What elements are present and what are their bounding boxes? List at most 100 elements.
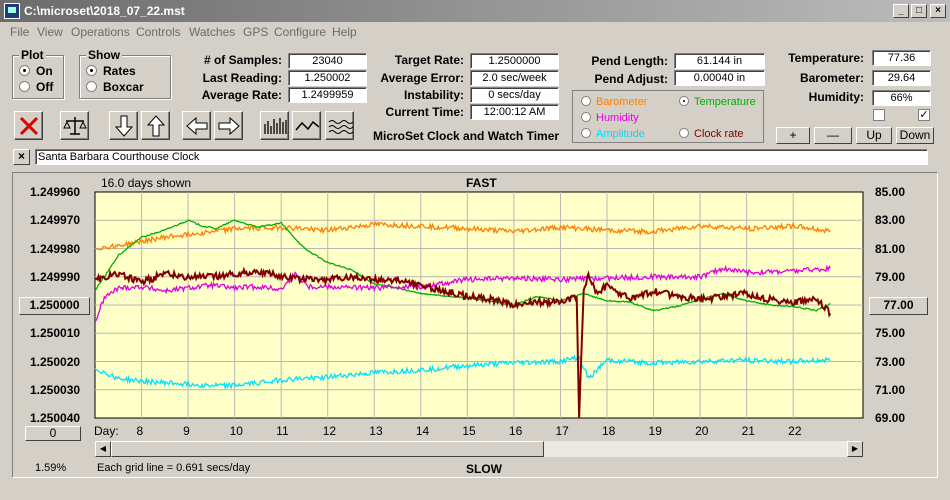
legend-amplitude[interactable]: Amplitude	[581, 128, 645, 140]
plot-on-radio[interactable]: On	[19, 64, 53, 78]
temperature-label: Temperature:	[788, 51, 864, 65]
pend-adjust-field[interactable]: 0.00040 in	[674, 70, 765, 86]
left-tick-label: 1.249990	[30, 269, 81, 284]
scroll-left-icon[interactable]: ◀	[95, 441, 111, 457]
right-tick-label: 85.00	[875, 185, 906, 199]
target-rate-field[interactable]: 1.2500000	[470, 53, 559, 69]
time-scrollbar[interactable]: ◀ ▶	[95, 441, 863, 457]
radio-empty-icon	[581, 112, 591, 122]
left-tick-label: 1.250030	[30, 382, 81, 397]
menu-gps[interactable]: GPS	[243, 25, 269, 39]
day-tick-label: 20	[695, 424, 709, 438]
current-time-label: Current Time:	[385, 105, 464, 119]
line-view-button[interactable]	[292, 111, 321, 140]
plus-button[interactable]: +	[776, 127, 810, 144]
stop-button[interactable]	[14, 111, 43, 140]
red-x-icon	[19, 116, 39, 136]
humidity-field: 66%	[872, 90, 931, 106]
left-tick-label: 1.250010	[30, 326, 81, 341]
menu-watches[interactable]: Watches	[189, 25, 236, 39]
bars-view-button[interactable]	[260, 111, 289, 140]
pend-length-label: Pend Length:	[591, 54, 668, 68]
day-tick-label: 17	[555, 424, 569, 438]
check-icon: ✓	[919, 109, 929, 121]
scroll-right-icon[interactable]: ▶	[847, 441, 863, 457]
radio-checked-icon	[679, 96, 689, 106]
series-line-amplitude	[94, 353, 831, 391]
legend-humidity[interactable]: Humidity	[581, 112, 639, 124]
legend-barometer[interactable]: Barometer	[581, 96, 647, 108]
right-tick-label: 69.00	[875, 411, 906, 425]
day-tick-label: 18	[602, 424, 616, 438]
radio-empty-icon	[86, 81, 97, 92]
current-time-field: 12:00:12 AM	[470, 104, 559, 120]
day-tick-label: 19	[648, 424, 662, 438]
app-icon[interactable]	[4, 3, 20, 19]
radio-empty-icon	[581, 128, 591, 138]
left-tick-label: 1.249980	[30, 241, 81, 256]
barometer-field: 29.64	[872, 70, 931, 86]
balance-button[interactable]	[60, 111, 89, 140]
left-checkbox[interactable]	[873, 109, 885, 121]
humidity-label: Humidity:	[808, 90, 864, 104]
offset-button[interactable]: 0	[25, 426, 81, 441]
menu-configure[interactable]: Configure	[274, 25, 327, 39]
minimize-button[interactable]: _	[893, 4, 909, 18]
days-shown-label: 16.0 days shown	[101, 176, 192, 190]
scroll-thumb[interactable]	[111, 441, 544, 457]
legend-temperature[interactable]: Temperature	[679, 96, 756, 108]
legend-clock-rate[interactable]: Clock rate	[679, 128, 744, 140]
maximize-button[interactable]: □	[911, 4, 927, 18]
instability-field: 0 secs/day	[470, 87, 559, 103]
watch-name-field[interactable]: Santa Barbara Courthouse Clock	[35, 149, 928, 165]
last-reading-label: Last Reading:	[202, 71, 282, 85]
day-tick-label: 13	[369, 424, 383, 438]
series-line-barometer	[94, 220, 831, 251]
show-boxcar-radio[interactable]: Boxcar	[86, 80, 144, 94]
wave-lines-icon	[328, 120, 354, 134]
right-checkbox[interactable]: ✓	[918, 109, 930, 121]
plot-group-label: Plot	[19, 48, 46, 62]
balance-scale-icon	[63, 117, 87, 135]
menu-operations[interactable]: Operations	[71, 25, 130, 39]
series-lines	[94, 219, 832, 419]
left-scale-button[interactable]: 1.250000	[19, 297, 90, 315]
left-tick-label: 1.250020	[30, 354, 81, 369]
last-reading-field: 1.250002	[288, 70, 367, 86]
wave-view-button[interactable]	[325, 111, 354, 140]
series-selector: Barometer Temperature Humidity Amplitude…	[572, 90, 764, 143]
minus-button[interactable]: —	[814, 127, 852, 144]
menu-file[interactable]: File	[10, 25, 30, 39]
clear-name-button[interactable]: ×	[13, 149, 30, 165]
app-subtitle: MicroSet Clock and Watch Timer	[373, 129, 560, 143]
up-arrow-button[interactable]	[141, 111, 170, 140]
menu-help[interactable]: Help	[332, 25, 357, 39]
average-rate-label: Average Rate:	[201, 88, 282, 102]
right-tick-label: 73.00	[875, 354, 906, 369]
day-tick-label: 9	[183, 424, 190, 438]
show-rates-radio[interactable]: Rates	[86, 64, 136, 78]
down-button[interactable]: Down	[896, 127, 934, 144]
line-graph-icon	[295, 120, 320, 131]
right-scale-button[interactable]: 77.00	[869, 297, 928, 315]
menu-view[interactable]: View	[37, 25, 63, 39]
slow-label: SLOW	[466, 462, 502, 476]
day-tick-label: 15	[462, 424, 476, 438]
close-button[interactable]: ×	[930, 4, 946, 18]
plot-off-radio[interactable]: Off	[19, 80, 53, 94]
left-arrow-button[interactable]	[182, 111, 211, 140]
left-tick-label: 1.250040	[30, 411, 81, 425]
grid-note: Each grid line = 0.691 secs/day	[97, 462, 251, 474]
up-button[interactable]: Up	[856, 127, 892, 144]
series-line-clock-rate	[94, 266, 832, 419]
right-arrow-button[interactable]	[214, 111, 243, 140]
day-tick-label: 11	[276, 424, 289, 438]
pend-length-field[interactable]: 61.144 in	[674, 53, 765, 69]
instability-label: Instability:	[403, 88, 464, 102]
left-tick-label: 1.249960	[30, 185, 81, 199]
arrow-left-icon	[186, 116, 208, 136]
arrow-down-icon	[114, 115, 134, 137]
down-arrow-button[interactable]	[109, 111, 138, 140]
menu-controls[interactable]: Controls	[136, 25, 181, 39]
